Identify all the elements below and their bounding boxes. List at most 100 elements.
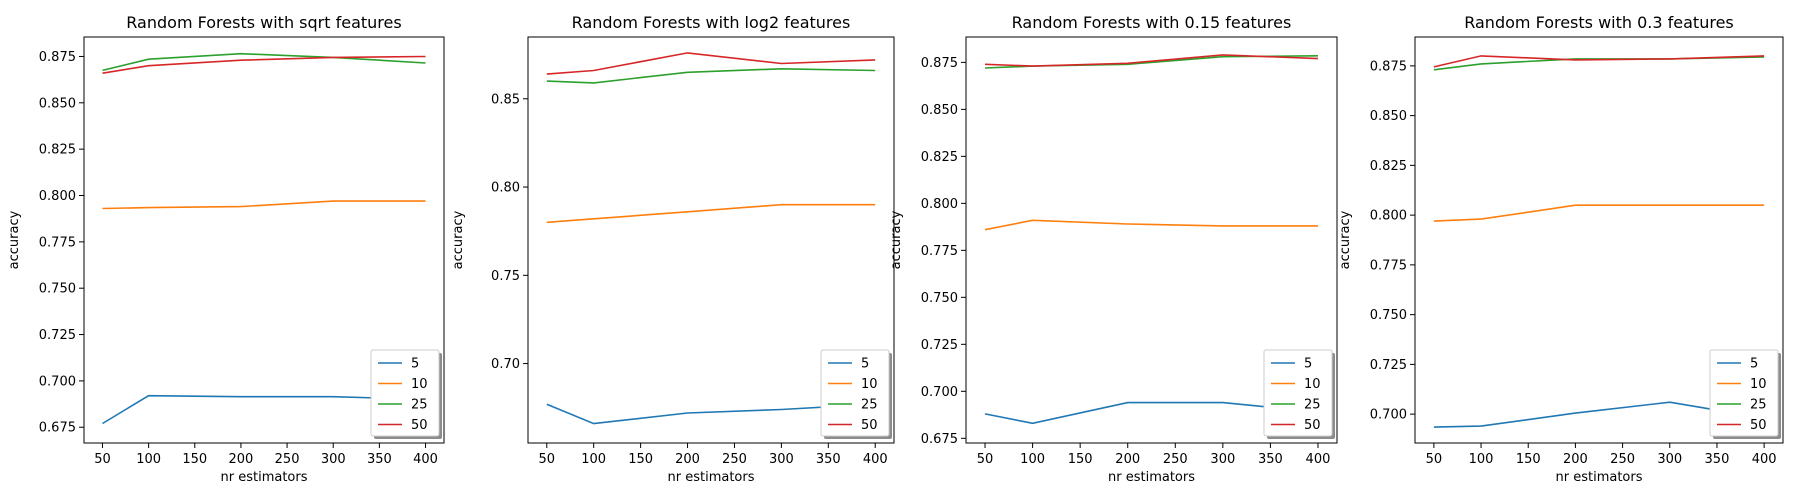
legend-entry: 50: [1304, 418, 1321, 433]
series-line-10: [1433, 204, 1765, 222]
legend-entry: 5: [411, 357, 419, 372]
x-tick-label: 200: [1115, 452, 1140, 467]
x-tick-label: 100: [136, 452, 161, 467]
x-tick-label: 50: [1426, 452, 1443, 467]
chart-title: Random Forests with 0.3 features: [1464, 13, 1734, 32]
x-tick-label: 200: [229, 452, 254, 467]
x-tick-label: 400: [863, 452, 888, 467]
series-line-25: [546, 67, 876, 84]
legend: 5 10 25 50: [820, 349, 892, 439]
axes-frame: [965, 36, 1338, 444]
y-tick-label: 0.675: [921, 432, 958, 447]
legend-entry: 5: [861, 357, 869, 372]
x-axis-label: nr estimators: [221, 470, 308, 485]
x-tick-label: 250: [1610, 452, 1635, 467]
x-tick-label: 200: [1563, 452, 1588, 467]
x-tick-label: 400: [413, 452, 438, 467]
legend-entry: 5: [1304, 357, 1312, 372]
y-tick-label: 0.675: [39, 421, 76, 436]
x-tick-label: 400: [1306, 452, 1331, 467]
series-line-50: [102, 55, 426, 74]
legend-box: [370, 349, 440, 437]
y-tick-label: 0.75: [491, 269, 520, 284]
series-line-50: [1433, 55, 1765, 68]
legend-entry: 25: [1750, 398, 1767, 413]
legend-box: [1263, 349, 1333, 437]
y-tick-label: 0.825: [1370, 159, 1407, 174]
axes-frame: [527, 36, 895, 444]
y-tick-label: 0.825: [39, 143, 76, 158]
x-tick-label: 250: [275, 452, 300, 467]
y-tick-label: 0.85: [491, 92, 520, 107]
series-line-50: [984, 54, 1319, 67]
y-tick-label: 0.750: [921, 291, 958, 306]
x-tick-label: 350: [816, 452, 841, 467]
y-tick-label: 0.775: [921, 244, 958, 259]
series-line-25: [1433, 56, 1765, 71]
chart-panel-3: Random Forests with 0.15 features 50 100 15…: [889, 13, 1338, 485]
y-tick-label: 0.700: [921, 385, 958, 400]
series-line-50: [546, 52, 876, 75]
y-tick-label: 0.875: [39, 50, 76, 65]
legend-entry: 50: [861, 418, 878, 433]
x-tick-label: 150: [1068, 452, 1093, 467]
chart-title: Random Forests with 0.15 features: [1012, 13, 1292, 32]
y-tick-label: 0.825: [921, 150, 958, 165]
series-line-25: [102, 52, 426, 72]
y-tick-label: 0.850: [39, 96, 76, 111]
x-tick-label: 250: [1163, 452, 1188, 467]
chart-title: Random Forests with sqrt features: [126, 13, 401, 32]
x-tick-label: 300: [769, 452, 794, 467]
x-tick-label: 150: [182, 452, 207, 467]
x-tick-label: 50: [977, 452, 994, 467]
x-tick-label: 300: [1657, 452, 1682, 467]
x-axis-label: nr estimators: [1108, 470, 1195, 485]
legend-entry: 10: [411, 377, 428, 392]
x-tick-label: 350: [367, 452, 392, 467]
y-tick-label: 0.750: [1370, 308, 1407, 323]
x-tick-label: 200: [675, 452, 700, 467]
chart-panel-2: Random Forests with log2 features 50 100 15…: [451, 13, 895, 485]
legend-box: [820, 349, 890, 437]
y-tick-label: 0.850: [1370, 109, 1407, 124]
y-tick-label: 0.80: [491, 181, 520, 196]
x-tick-label: 400: [1752, 452, 1777, 467]
series-line-10: [984, 219, 1318, 231]
series-line-5: [1433, 401, 1765, 428]
y-tick-label: 0.775: [39, 235, 76, 250]
y-tick-label: 0.725: [39, 328, 76, 343]
x-tick-label: 50: [538, 452, 555, 467]
legend: 5 10 25 50: [1709, 349, 1781, 439]
y-tick-label: 0.775: [1370, 258, 1407, 273]
x-axis-label: nr estimators: [1556, 470, 1643, 485]
y-tick-label: 0.70: [491, 357, 520, 372]
x-tick-label: 300: [321, 452, 346, 467]
x-tick-label: 350: [1705, 452, 1730, 467]
legend-entry: 25: [861, 398, 878, 413]
legend-box: [1709, 349, 1779, 437]
series-line-5: [546, 403, 876, 425]
legend-entry: 5: [1750, 357, 1758, 372]
x-tick-label: 100: [1469, 452, 1494, 467]
x-tick-label: 150: [1516, 452, 1541, 467]
legend-entry: 10: [1750, 377, 1767, 392]
y-axis-label: accuracy: [1338, 210, 1353, 269]
x-tick-label: 300: [1210, 452, 1235, 467]
y-axis-label: accuracy: [7, 210, 22, 269]
y-tick-label: 0.750: [39, 282, 76, 297]
x-axis-label: nr estimators: [668, 470, 755, 485]
y-tick-label: 0.725: [1370, 358, 1407, 373]
y-tick-label: 0.700: [1370, 408, 1407, 423]
y-tick-label: 0.800: [921, 197, 958, 212]
y-tick-label: 0.700: [39, 374, 76, 389]
series-line-5: [984, 401, 1319, 425]
x-tick-label: 100: [581, 452, 606, 467]
y-tick-label: 0.875: [921, 56, 958, 71]
x-tick-label: 350: [1258, 452, 1283, 467]
legend: 5 10 25 50: [1263, 349, 1335, 439]
series-line-5: [102, 394, 426, 425]
legend-entry: 10: [861, 377, 878, 392]
x-tick-label: 150: [628, 452, 653, 467]
y-tick-label: 0.875: [1370, 59, 1407, 74]
